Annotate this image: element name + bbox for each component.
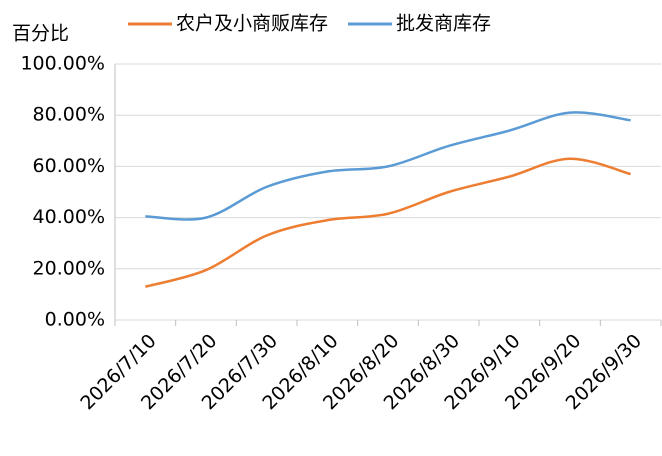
legend-label: 批发商库存 xyxy=(396,13,491,35)
y-tick-label: 100.00% xyxy=(20,53,105,75)
series-line xyxy=(145,111,631,221)
y-axis-label: 百分比 xyxy=(12,23,69,45)
y-tick-label: 60.00% xyxy=(33,155,105,177)
y-tick-label: 80.00% xyxy=(33,104,105,126)
y-tick-label: 20.00% xyxy=(33,257,105,279)
y-tick-label: 40.00% xyxy=(33,206,105,228)
legend-label: 农户及小商贩库存 xyxy=(176,13,328,35)
y-tick-label: 0.00% xyxy=(45,309,105,331)
series-line xyxy=(145,157,631,288)
